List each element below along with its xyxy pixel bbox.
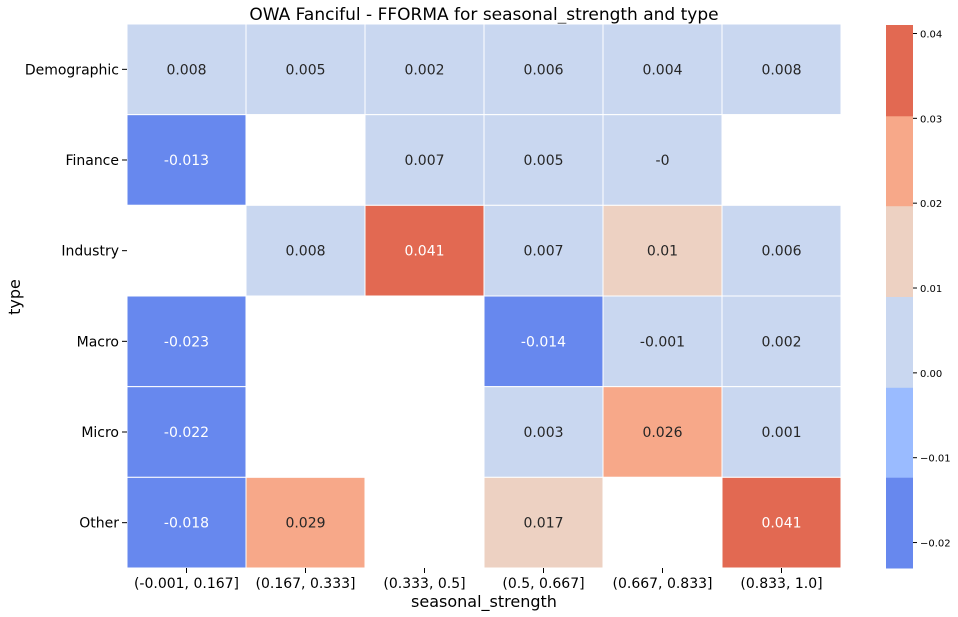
colorbar-tick-label: 0.04 (920, 29, 942, 40)
heatmap-cell (364, 295, 485, 388)
heatmap-cell (721, 386, 842, 478)
cell-value-label: 0.005 (285, 62, 325, 78)
colorbar-tick-label: 0.00 (920, 369, 942, 380)
y-tick-label: Industry (61, 244, 119, 260)
y-axis-label: type (5, 279, 24, 315)
chart-title: OWA Fanciful - FFORMA for seasonal_stren… (249, 5, 718, 25)
cell-value-label: -0.023 (164, 334, 209, 350)
cell-value-label: 0.003 (523, 425, 563, 441)
x-tick-label: (0.333, 0.5] (383, 576, 465, 592)
heatmap-cell (721, 204, 842, 297)
cell-value-label: 0.007 (404, 153, 444, 169)
cell-value-label: -0 (656, 153, 670, 169)
x-tick-label: (0.833, 1.0] (740, 576, 822, 592)
x-tick-label: (0.5, 0.667] (502, 576, 584, 592)
cell-value-label: 0.041 (404, 244, 444, 260)
cell-value-label: 0.029 (285, 516, 325, 532)
heatmap-cell (364, 114, 485, 206)
cell-value-label: -0.013 (164, 153, 209, 169)
y-tick-label: Macro (77, 334, 119, 350)
heatmap-cell (364, 23, 485, 116)
heatmap-cell (602, 386, 723, 478)
cell-value-label: 0.041 (761, 516, 801, 532)
y-tick-label: Micro (81, 425, 119, 441)
heatmap-cell (245, 295, 366, 388)
cell-value-label: 0.006 (761, 244, 801, 260)
colorbar-tick-label: −0.01 (920, 454, 951, 465)
colorbar-tick-label: 0.02 (920, 199, 942, 210)
x-tick-label: (-0.001, 0.167] (134, 576, 239, 592)
heatmap-cell (126, 386, 247, 478)
cell-value-label: 0.004 (642, 62, 682, 78)
heatmap-cell (483, 295, 604, 388)
x-tick-label: (0.667, 0.833] (613, 576, 713, 592)
cell-value-label: -0.001 (640, 334, 685, 350)
colorbar-bin (886, 296, 913, 388)
heatmap-cells: 0.008 0.005 0.002 0.006 0.004 0.008 -0.013 0.00… (126, 23, 842, 569)
heatmap-cell (721, 23, 842, 116)
heatmap-cell (602, 476, 723, 569)
cell-value-label: 0.008 (285, 244, 325, 260)
heatmap-cell (483, 204, 604, 297)
colorbar-bin (886, 205, 913, 297)
y-tick-label: Demographic (25, 62, 119, 78)
x-tick-label: (0.167, 0.333] (256, 576, 356, 592)
heatmap-cell (245, 386, 366, 478)
heatmap-cell (364, 476, 485, 569)
heatmap-cell (721, 114, 842, 206)
heatmap-cell (364, 386, 485, 478)
x-axis-label: seasonal_strength (411, 592, 557, 612)
heatmap-cell (602, 23, 723, 116)
heatmap-cell (602, 114, 723, 206)
x-tick-labels: (-0.001, 0.167] (0.167, 0.333] (0.333, 0.5… (134, 568, 823, 592)
heatmap-cell (126, 204, 247, 297)
cell-value-label: 0.001 (761, 425, 801, 441)
heatmap-cell (245, 114, 366, 206)
cell-value-label: 0.017 (523, 516, 563, 532)
cell-value-label: -0.014 (521, 334, 566, 350)
colorbar-bin (886, 477, 913, 569)
cell-value-label: 0.008 (761, 62, 801, 78)
cell-value-label: 0.006 (523, 62, 563, 78)
heatmap-cell (245, 476, 366, 569)
heatmap-cell (602, 295, 723, 388)
heatmap-cell (721, 476, 842, 569)
colorbar-bin (886, 25, 913, 117)
cell-value-label: 0.01 (647, 244, 678, 260)
y-tick-labels: Demographic Finance Industry Macro Micro Othe… (25, 62, 127, 532)
colorbar: −0.02 −0.01 0.00 0.01 0.02 0.03 0.04 (886, 25, 951, 569)
cell-value-label: 0.002 (404, 62, 444, 78)
heatmap-cell (245, 23, 366, 116)
colorbar-tick-label: 0.03 (920, 114, 942, 125)
heatmap-cell (721, 295, 842, 388)
cell-value-label: 0.026 (642, 425, 682, 441)
heatmap-cell (483, 23, 604, 116)
cell-value-label: -0.018 (164, 516, 209, 532)
heatmap-cell (483, 386, 604, 478)
colorbar-bin (886, 387, 913, 478)
heatmap-cell (364, 204, 485, 297)
y-tick-label: Other (79, 516, 119, 532)
cell-value-label: 0.008 (166, 62, 206, 78)
heatmap-cell (602, 204, 723, 297)
colorbar-bin (886, 115, 913, 207)
cell-value-label: 0.007 (523, 244, 563, 260)
colorbar-tick-label: −0.02 (920, 539, 951, 550)
heatmap-cell (126, 23, 247, 116)
cell-value-label: 0.002 (761, 334, 801, 350)
cell-value-label: -0.022 (164, 425, 209, 441)
cell-value-label: 0.005 (523, 153, 563, 169)
colorbar-tick-label: 0.01 (920, 284, 942, 295)
y-tick-label: Finance (65, 153, 119, 169)
